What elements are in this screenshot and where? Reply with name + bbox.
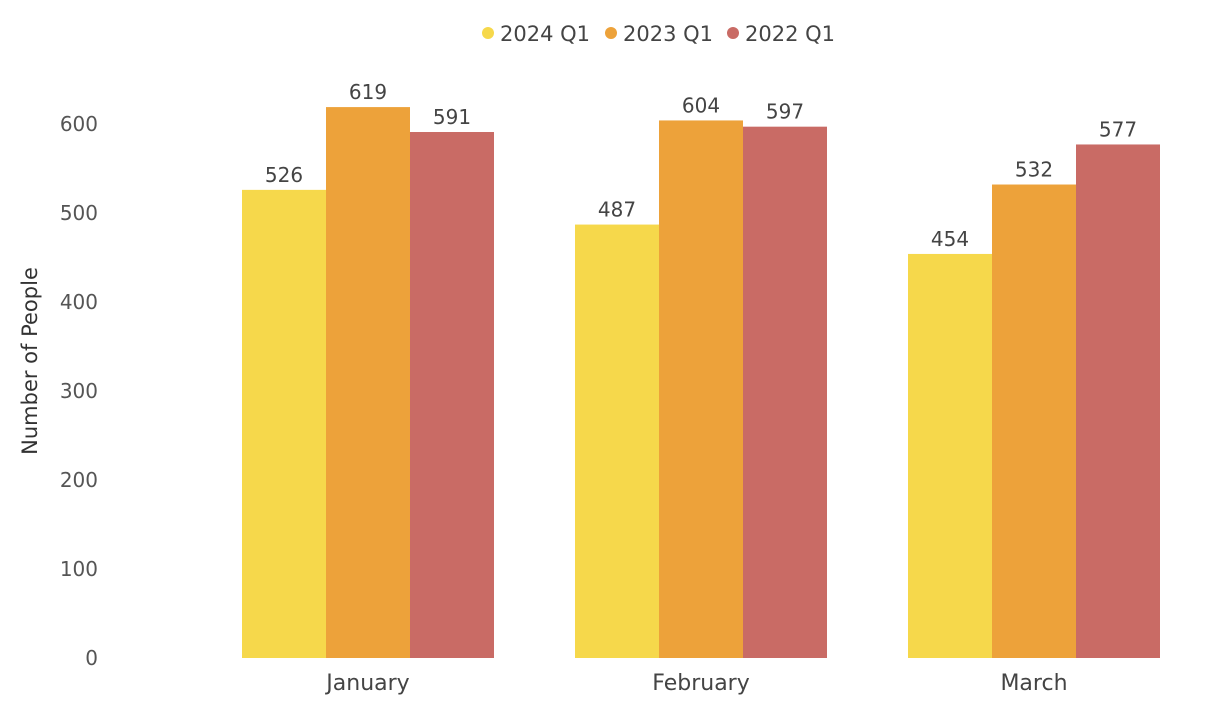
bar [575,224,659,658]
y-tick-label: 300 [60,379,98,403]
y-tick-label: 500 [60,201,98,225]
legend-item: 2024 Q1 [482,22,590,46]
x-category-label: March [1000,671,1067,696]
y-tick-label: 600 [60,112,98,136]
bar [1076,144,1160,659]
bar [992,184,1076,658]
data-label: 454 [931,227,969,251]
bar [908,253,992,658]
data-label: 532 [1015,158,1053,182]
legend-marker [727,27,739,39]
bar [743,126,827,659]
legend-item: 2023 Q1 [605,22,713,46]
x-category-label: January [324,671,409,696]
bar [242,189,326,659]
x-category-label: February [652,671,750,696]
y-axis-title: Number of People [18,267,42,455]
data-labels: 526 619 591 487 604 597 454 532 577 [265,80,1137,251]
legend-label: 2023 Q1 [623,22,713,46]
data-label: 619 [349,80,387,104]
bar [326,107,410,659]
data-label: 526 [265,163,303,187]
bar [410,132,494,658]
data-label: 577 [1099,117,1137,141]
legend-item: 2022 Q1 [727,22,835,46]
y-axis-ticks: 0 100 200 300 400 500 600 [60,112,98,670]
bar-groups [242,107,1160,659]
legend-marker [482,27,494,39]
data-label: 487 [598,198,636,222]
legend-label: 2024 Q1 [500,22,590,46]
data-label: 604 [682,93,720,117]
y-tick-label: 400 [60,290,98,314]
data-label: 597 [766,100,804,124]
chart-legend: 2024 Q1 2023 Q1 2022 Q1 [482,22,835,46]
y-tick-label: 0 [85,646,98,670]
y-tick-label: 100 [60,557,98,581]
legend-marker [605,27,617,39]
data-label: 591 [433,105,471,129]
bar [659,120,743,658]
x-axis-labels: January February March [324,671,1067,696]
y-tick-label: 200 [60,468,98,492]
legend-label: 2022 Q1 [745,22,835,46]
